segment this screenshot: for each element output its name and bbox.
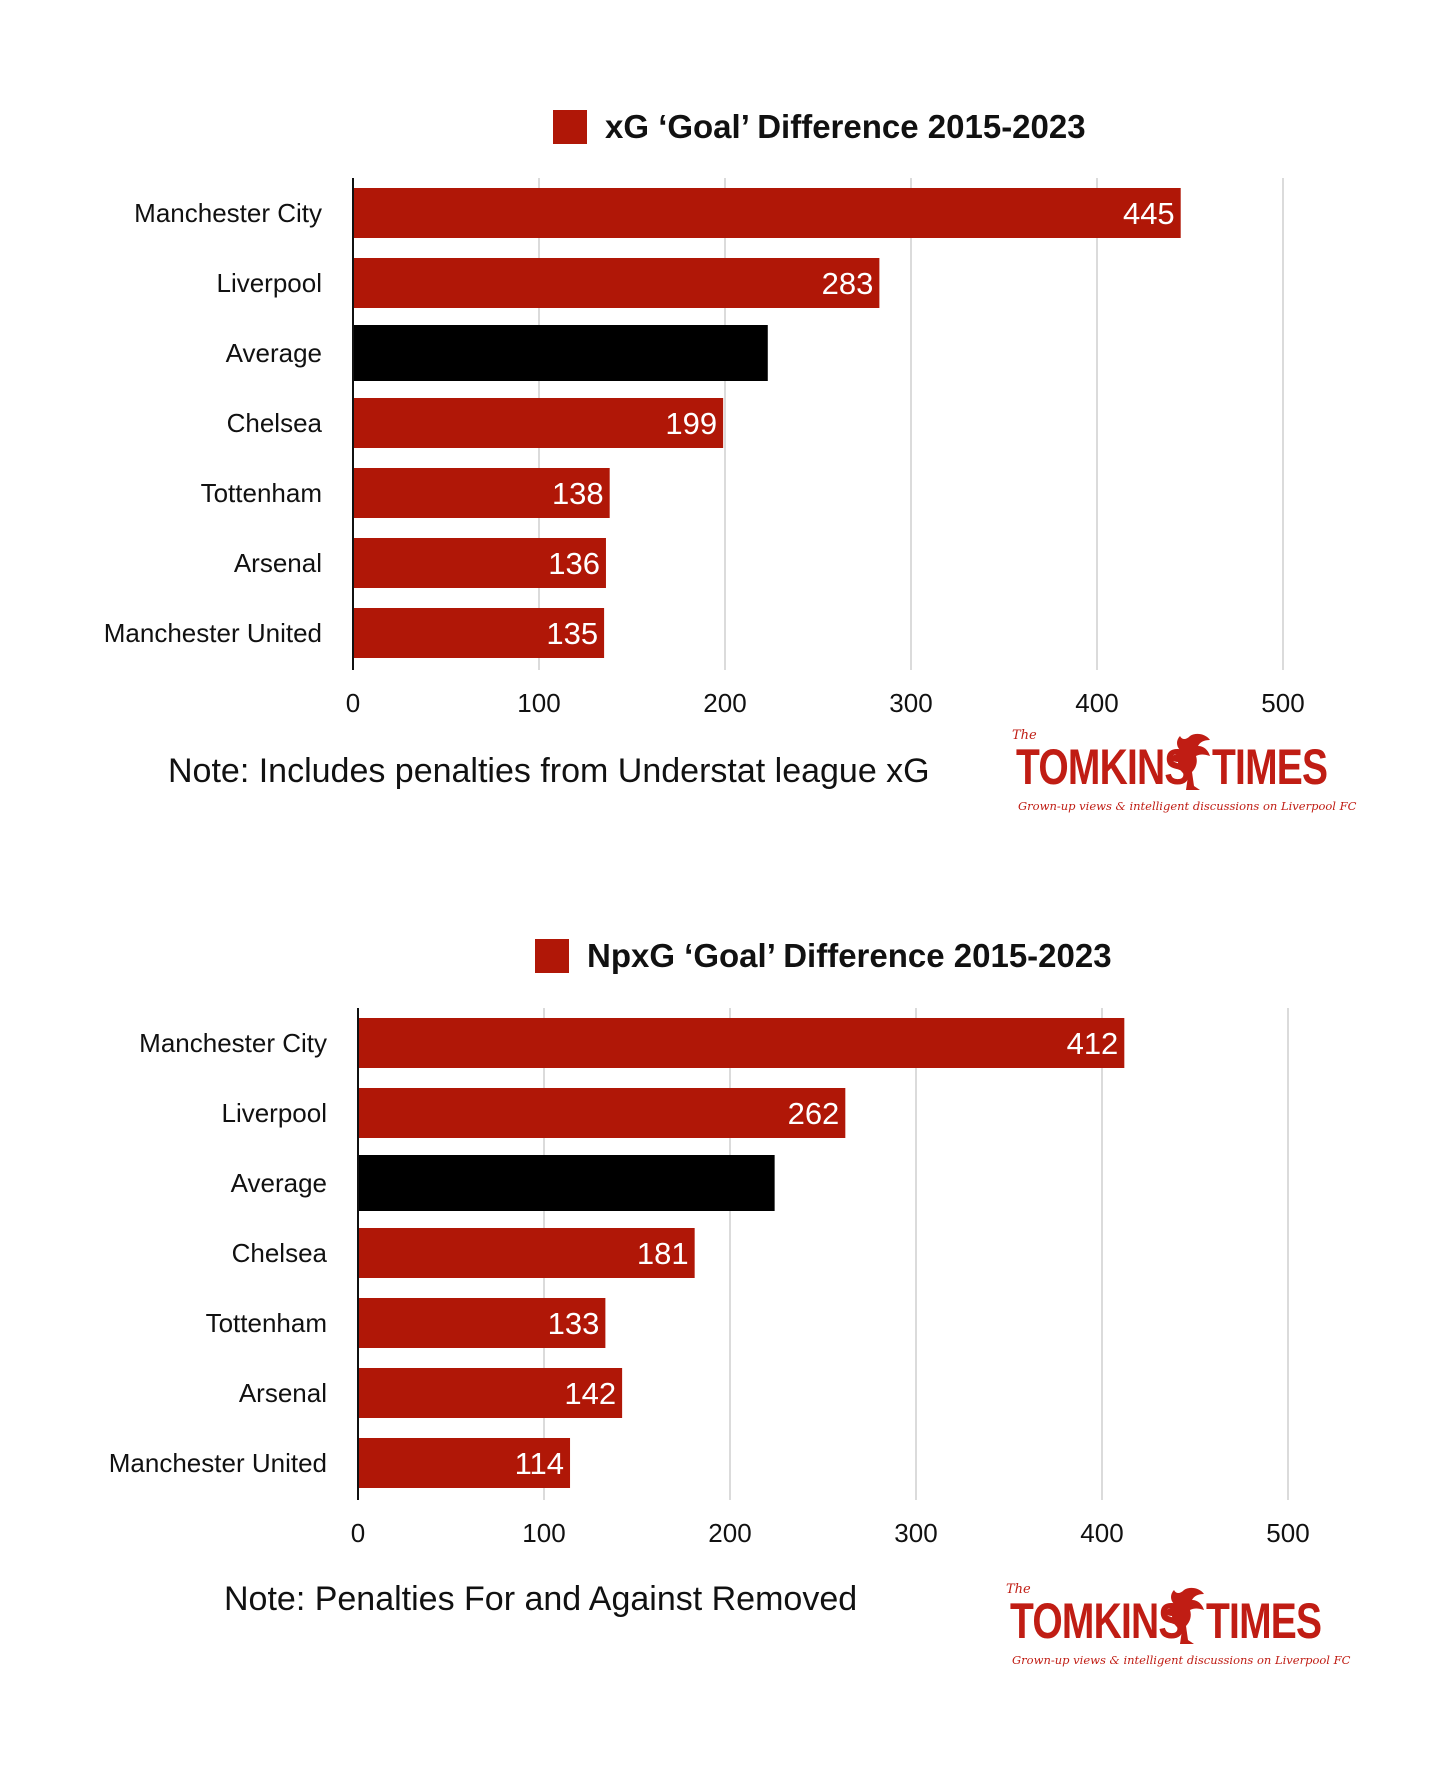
chart-panel-xg: xG ‘Goal’ Difference 2015-2023 0 100 200 30… — [0, 0, 1456, 840]
category-label: Liverpool — [216, 268, 322, 298]
bar-liverpool — [353, 258, 880, 308]
x-tick-label: 0 — [346, 688, 360, 718]
data-label: 142 — [564, 1376, 616, 1411]
category-label: Manchester United — [109, 1448, 327, 1478]
logo-tagline: Grown-up views & intelligent discussions… — [1012, 1653, 1351, 1667]
bar-chart-npxg: 0 100 200 300 400 500 Manchester City 412 Liverp… — [109, 1008, 1310, 1548]
data-label: 135 — [546, 616, 598, 651]
legend-label: NpxG ‘Goal’ Difference 2015-2023 — [587, 937, 1112, 974]
x-tick-label: 400 — [1075, 688, 1118, 718]
logo-the: The — [1006, 1582, 1031, 1597]
x-tick-label: 0 — [351, 1518, 365, 1548]
logo-name-right: TIMES — [1206, 1593, 1322, 1649]
chart-panel-npxg: NpxG ‘Goal’ Difference 2015-2023 0 100 200… — [0, 830, 1456, 1730]
bar-chart-xg: 0 100 200 300 400 500 Manchester City 445 Liverp… — [104, 178, 1305, 718]
bar-manchester-united — [358, 1438, 571, 1488]
x-tick-label: 500 — [1261, 688, 1304, 718]
bar-manchester-city — [353, 188, 1181, 238]
logo-name-left: TOMKINS — [1016, 739, 1190, 795]
x-tick-label: 100 — [517, 688, 560, 718]
bar-arsenal — [358, 1368, 623, 1418]
category-label: Chelsea — [227, 408, 323, 438]
category-label: Tottenham — [206, 1308, 327, 1338]
liver-bird-icon — [1162, 1587, 1204, 1644]
data-label: 199 — [665, 406, 717, 441]
legend-swatch — [553, 110, 587, 144]
category-label: Arsenal — [234, 548, 322, 578]
x-tick-label: 300 — [894, 1518, 937, 1548]
legend: NpxG ‘Goal’ Difference 2015-2023 — [535, 937, 1112, 975]
chart-note: Note: Includes penalties from Understat … — [168, 752, 930, 790]
category-label: Manchester United — [104, 618, 322, 648]
legend-label: xG ‘Goal’ Difference 2015-2023 — [605, 108, 1086, 145]
bar-manchester-united — [353, 608, 605, 658]
data-label: 412 — [1067, 1026, 1119, 1061]
legend-swatch — [535, 939, 569, 973]
x-tick-label: 100 — [522, 1518, 565, 1548]
tomkins-times-logo: The TOMKINS TIMES Grown-up views & intel… — [1012, 728, 1356, 832]
liver-bird-icon — [1168, 733, 1210, 790]
logo-name-left: TOMKINS — [1010, 1593, 1184, 1649]
data-label: 262 — [788, 1096, 840, 1131]
bar-arsenal — [353, 538, 606, 588]
bar-tottenham — [353, 468, 610, 518]
bar-liverpool — [358, 1088, 846, 1138]
data-label: 445 — [1123, 196, 1175, 231]
logo-name-right: TIMES — [1212, 739, 1328, 795]
logo-tagline: Grown-up views & intelligent discussions… — [1018, 799, 1357, 813]
legend: xG ‘Goal’ Difference 2015-2023 — [553, 108, 1086, 146]
category-label: Tottenham — [201, 478, 322, 508]
bar-average — [353, 325, 768, 381]
data-label: 136 — [548, 546, 600, 581]
category-label: Manchester City — [139, 1028, 327, 1058]
chart-note: Note: Penalties For and Against Removed — [224, 1580, 858, 1618]
data-label: 181 — [637, 1236, 689, 1271]
category-label: Liverpool — [221, 1098, 327, 1128]
x-tick-label: 300 — [889, 688, 932, 718]
category-label: Average — [226, 338, 322, 368]
bar-chelsea — [353, 398, 724, 448]
tomkins-times-logo: The TOMKINS TIMES Grown-up views & intel… — [1006, 1582, 1350, 1686]
bar-manchester-city — [358, 1018, 1125, 1068]
bar-chelsea — [358, 1228, 695, 1278]
x-tick-label: 500 — [1266, 1518, 1309, 1548]
data-label: 283 — [822, 266, 874, 301]
category-label: Arsenal — [239, 1378, 327, 1408]
data-label: 133 — [548, 1306, 600, 1341]
bar-tottenham — [358, 1298, 606, 1348]
x-tick-label: 200 — [708, 1518, 751, 1548]
logo-the: The — [1012, 728, 1037, 743]
category-label: Chelsea — [232, 1238, 328, 1268]
bar-average — [358, 1155, 775, 1211]
data-label: 114 — [515, 1446, 564, 1481]
x-tick-label: 400 — [1080, 1518, 1123, 1548]
category-label: Average — [231, 1168, 327, 1198]
x-tick-label: 200 — [703, 688, 746, 718]
data-label: 138 — [552, 476, 604, 511]
category-label: Manchester City — [134, 198, 322, 228]
